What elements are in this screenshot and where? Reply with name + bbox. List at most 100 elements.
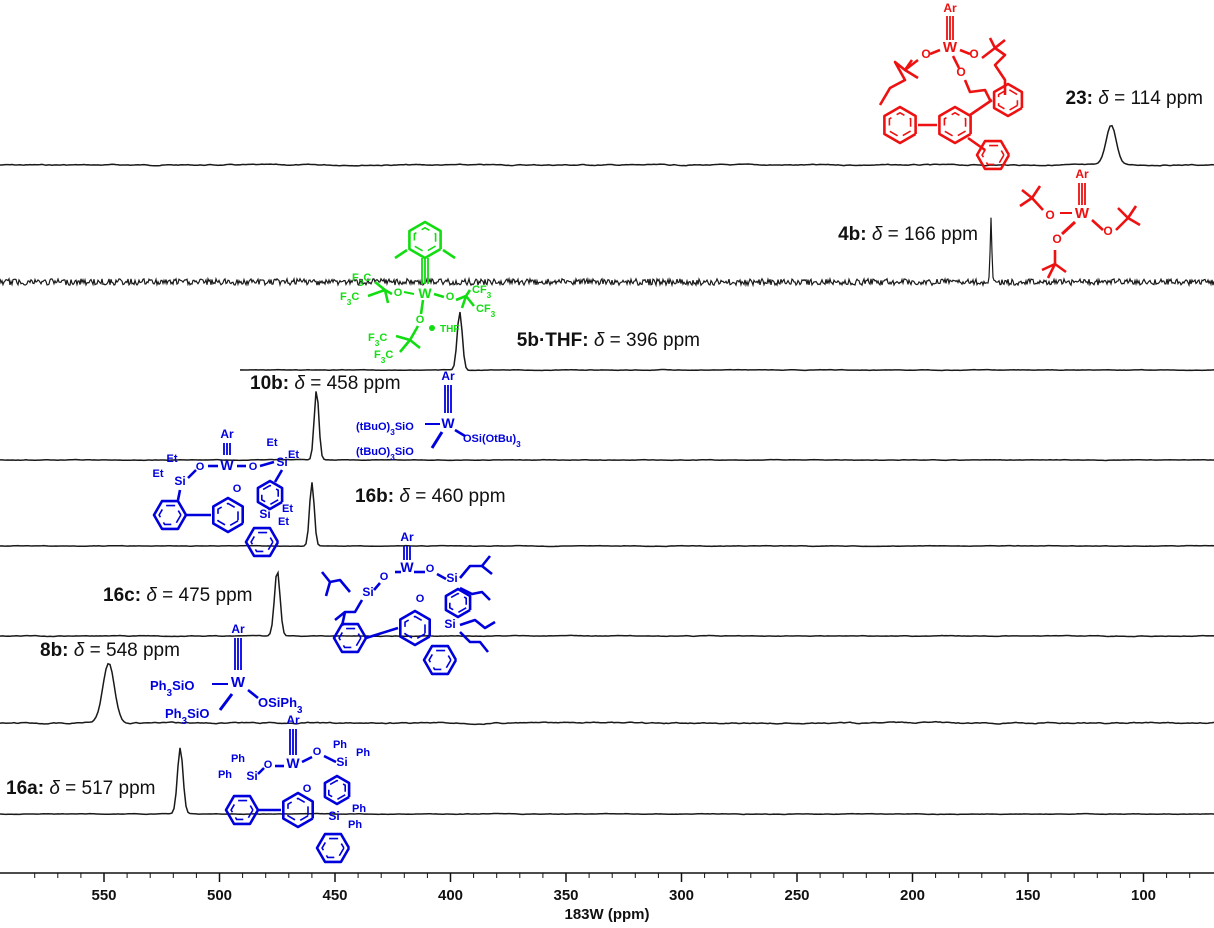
spectrum-trace-8b — [0, 662, 1214, 726]
svg-text:Et: Et — [167, 453, 178, 465]
svg-text:Si: Si — [446, 571, 457, 585]
svg-text:Si: Si — [362, 585, 373, 599]
svg-text:Ph: Ph — [231, 753, 245, 765]
label-compound: 16a: — [6, 778, 49, 799]
spectrum-label-5b·THF: 5b·THF: δ = 396 ppm — [517, 330, 700, 351]
svg-text:O: O — [969, 47, 978, 61]
svg-text:O: O — [416, 593, 425, 605]
svg-text:W: W — [943, 39, 958, 56]
label-delta: δ — [74, 640, 85, 661]
svg-text:Ar: Ar — [400, 530, 414, 544]
svg-text:F3C: F3C — [374, 349, 393, 365]
svg-text:Ph: Ph — [218, 769, 232, 781]
svg-text:Et: Et — [267, 437, 278, 449]
x-tick-label: 250 — [784, 887, 809, 904]
svg-text:OSiPh3: OSiPh3 — [258, 695, 303, 716]
x-tick-label: 200 — [900, 887, 925, 904]
spectrum-trace-5b·THF — [239, 311, 1214, 372]
svg-text:Ph: Ph — [333, 739, 347, 751]
label-value: = 460 ppm — [410, 486, 506, 507]
svg-text:Ph: Ph — [348, 819, 362, 831]
svg-text:W: W — [400, 559, 414, 575]
label-value: = 548 ppm — [84, 640, 180, 661]
svg-text:W: W — [231, 674, 246, 691]
svg-text:O: O — [303, 783, 312, 795]
x-tick-label: 500 — [207, 887, 232, 904]
label-value: = 458 ppm — [305, 373, 401, 394]
x-tick-label: 150 — [1015, 887, 1040, 904]
svg-text:Si: Si — [276, 455, 287, 469]
svg-text:O: O — [1052, 232, 1061, 246]
svg-text:Ar: Ar — [220, 427, 234, 441]
svg-text:Et: Et — [153, 468, 164, 480]
svg-text:O: O — [956, 65, 965, 79]
label-compound: 23: — [1066, 88, 1099, 109]
svg-text:Et: Et — [288, 449, 299, 461]
svg-text:Si: Si — [328, 809, 339, 823]
x-axis: 550 500 450 400 350 300 250 200 150 100 183W (ppm… — [0, 872, 1214, 923]
label-delta: δ — [399, 486, 410, 507]
label-compound: 5b·THF: — [517, 330, 594, 351]
svg-text:F3C: F3C — [352, 272, 371, 288]
svg-text:F3C: F3C — [340, 291, 359, 307]
svg-text:Ph: Ph — [352, 803, 366, 815]
svg-text:Ph: Ph — [356, 747, 370, 759]
svg-text:O: O — [416, 314, 425, 326]
label-compound: 16c: — [103, 585, 146, 606]
spectrum-trace-16a — [0, 747, 1214, 816]
svg-text:CF3: CF3 — [476, 303, 496, 319]
svg-text:Si: Si — [174, 474, 185, 488]
spectrum-labels: 23: δ = 114 ppm 4b: δ = 166 ppm 5b·THF: δ … — [6, 88, 1203, 799]
label-delta: δ — [872, 224, 883, 245]
svg-text:O: O — [313, 746, 322, 758]
label-delta: δ — [1098, 88, 1109, 109]
svg-text:W: W — [441, 415, 455, 431]
x-tick-label: 100 — [1131, 887, 1156, 904]
label-delta: δ — [294, 373, 305, 394]
svg-text:OSi(OtBu)3: OSi(OtBu)3 — [463, 433, 521, 449]
svg-text:W: W — [286, 755, 300, 771]
svg-text:Ar: Ar — [1075, 167, 1089, 181]
x-tick-label: 350 — [553, 887, 578, 904]
label-value: = 517 ppm — [60, 778, 156, 799]
spectrum-trace-23 — [0, 124, 1214, 167]
svg-text:Si: Si — [246, 769, 257, 783]
x-axis-label: 183W (ppm) — [564, 906, 649, 923]
svg-text:Ph3SiO: Ph3SiO — [165, 706, 209, 727]
svg-text:(tBuO)3SiO: (tBuO)3SiO — [356, 421, 414, 437]
svg-text:O: O — [1045, 208, 1054, 222]
svg-text:Si: Si — [336, 755, 347, 769]
svg-text:O: O — [394, 287, 403, 299]
svg-text:O: O — [249, 461, 258, 473]
spectrum-trace-16b — [0, 482, 1214, 548]
x-tick-label: 550 — [91, 887, 116, 904]
spectrum-trace-4b — [0, 217, 1214, 288]
label-delta: δ — [146, 585, 157, 606]
x-axis-ticks: 550 500 450 400 350 300 250 200 150 100 — [34, 873, 1191, 904]
label-compound: 10b: — [250, 373, 294, 394]
x-tick-label: 400 — [438, 887, 463, 904]
spectrum-label-23: 23: δ = 114 ppm — [1066, 88, 1204, 109]
label-value: = 396 ppm — [604, 330, 700, 351]
label-compound: 16b: — [355, 486, 399, 507]
structure-10b: Ar W (tBuO)3SiO (tBuO)3SiO OSi(OtBu)3 — [356, 369, 521, 462]
label-delta: δ — [594, 330, 605, 351]
svg-text:THF: THF — [440, 324, 459, 335]
svg-text:W: W — [418, 285, 432, 301]
svg-text:W: W — [1075, 205, 1090, 222]
label-value: = 114 ppm — [1109, 88, 1203, 109]
label-value: = 166 ppm — [882, 224, 978, 245]
svg-text:Ar: Ar — [286, 713, 300, 727]
svg-text:Et: Et — [278, 516, 289, 528]
svg-text:CF3: CF3 — [472, 284, 492, 300]
svg-text:O: O — [446, 291, 455, 303]
spectrum-trace-16c — [0, 570, 1214, 638]
svg-text:Ph3SiO: Ph3SiO — [150, 678, 194, 699]
svg-text:O: O — [233, 483, 242, 495]
